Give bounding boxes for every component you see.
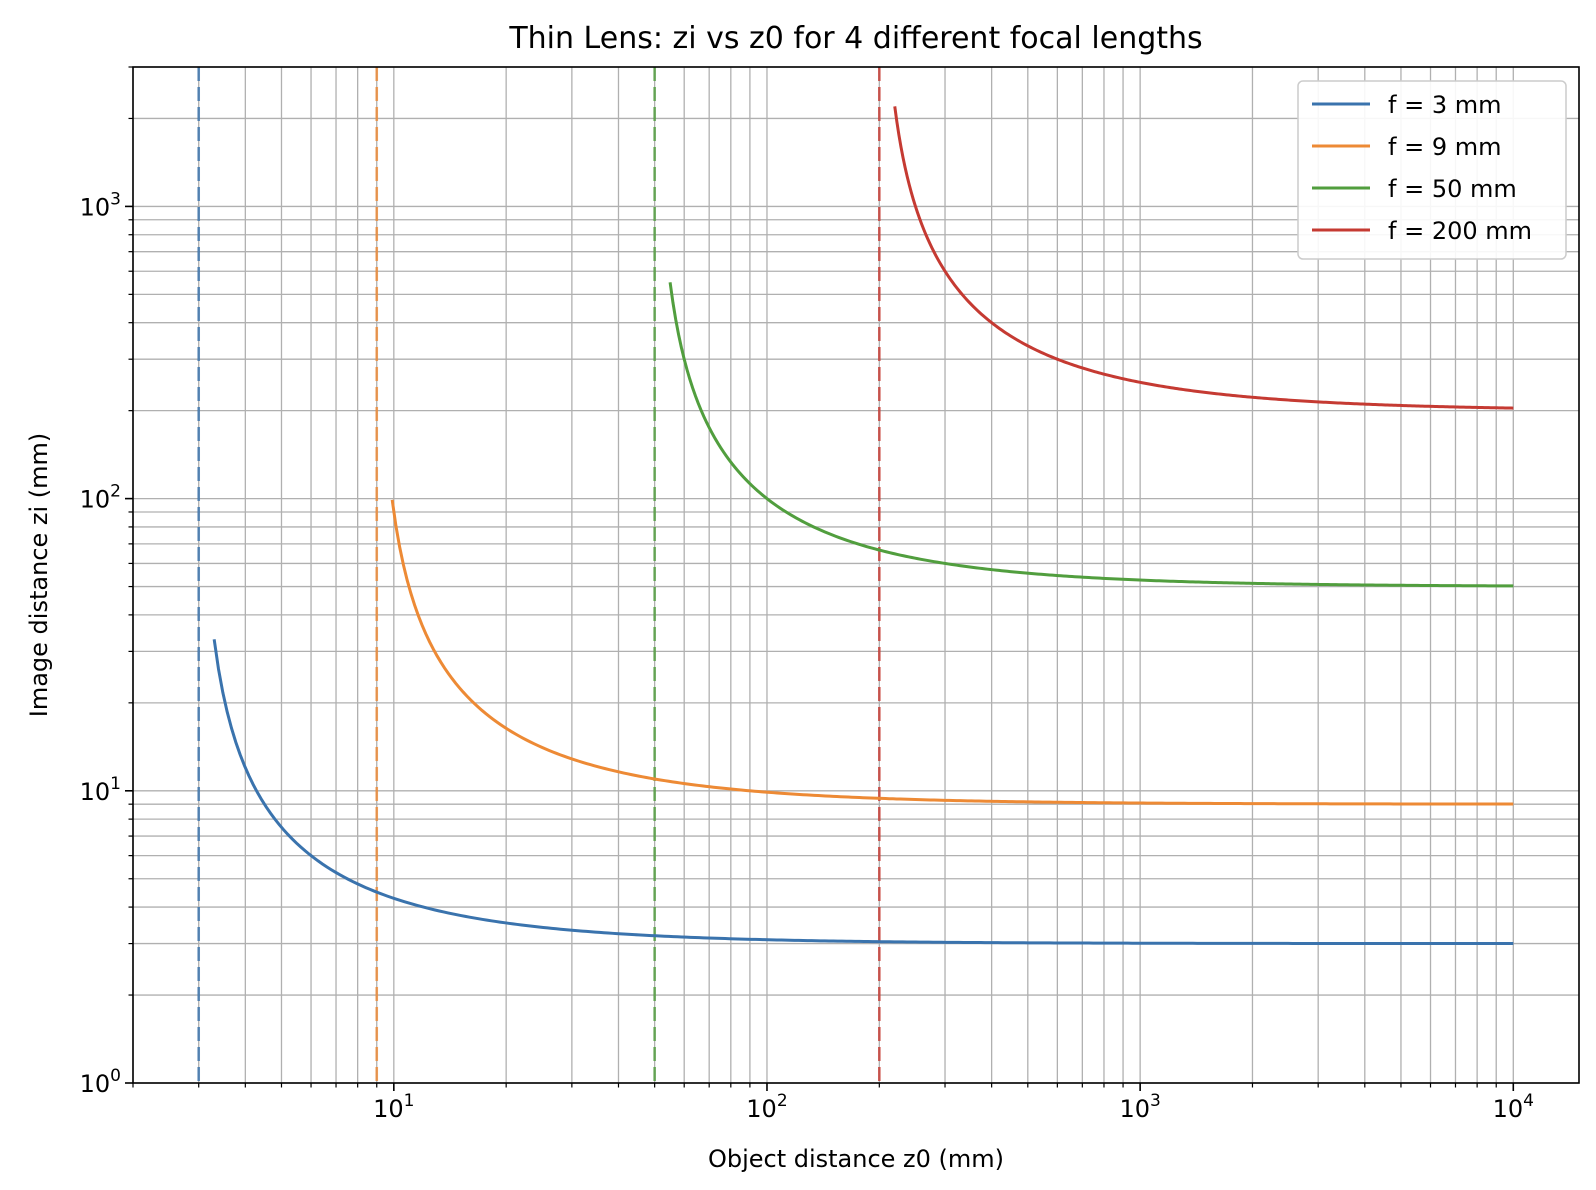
- series-line: [390, 499, 1514, 806]
- x-tick-base: 10: [1493, 1095, 1524, 1123]
- plot-frame: [132, 66, 1580, 1084]
- series-line: [668, 282, 1514, 588]
- y-tick-exponent: 2: [110, 482, 121, 502]
- y-tick-exponent: 0: [110, 1066, 121, 1086]
- y-tick-exponent: 3: [110, 189, 121, 209]
- y-tick-label: 100: [80, 1066, 121, 1098]
- x-tick-label: 104: [1493, 1091, 1534, 1123]
- y-tick-base: 10: [80, 486, 111, 514]
- x-tick-exponent: 4: [1523, 1091, 1534, 1111]
- grid-lines: [132, 66, 1579, 1084]
- series-line: [212, 639, 1514, 946]
- x-tick-exponent: 3: [1150, 1091, 1161, 1111]
- y-tick-base: 10: [80, 1070, 111, 1098]
- x-tick-label: 102: [746, 1091, 787, 1123]
- y-tick-label: 102: [80, 482, 121, 514]
- chart-title: Thin Lens: zi vs z0 for 4 different foca…: [508, 21, 1202, 56]
- x-tick-label: 103: [1119, 1091, 1160, 1123]
- legend-label: f = 50 mm: [1388, 175, 1517, 203]
- legend-label: f = 200 mm: [1388, 217, 1532, 245]
- legend: f = 3 mm f = 9 mm f = 50 mm f = 200 mm: [1297, 80, 1567, 260]
- y-tick-exponent: 1: [110, 774, 121, 794]
- x-tick-base: 10: [746, 1095, 777, 1123]
- y-tick-base: 10: [80, 778, 111, 806]
- y-tick-label: 103: [80, 189, 121, 221]
- legend-label: f = 9 mm: [1388, 133, 1501, 161]
- x-tick-exponent: 2: [777, 1091, 788, 1111]
- x-axis-label: Object distance z0 (mm): [708, 1145, 1004, 1173]
- x-tick-label: 101: [373, 1091, 414, 1123]
- x-tick-base: 10: [373, 1095, 404, 1123]
- data-series: [212, 106, 1514, 946]
- legend-label: f = 3 mm: [1388, 91, 1501, 119]
- legend-box: [1297, 80, 1567, 260]
- series-line: [893, 106, 1514, 410]
- x-axis-ticks: 101 102 103 104: [132, 1083, 1534, 1123]
- focal-length-markers: [197, 67, 881, 1083]
- y-tick-label: 101: [80, 774, 121, 806]
- x-tick-base: 10: [1119, 1095, 1150, 1123]
- y-axis-label: Image distance zi (mm): [25, 433, 53, 718]
- x-tick-exponent: 1: [404, 1091, 415, 1111]
- y-tick-base: 10: [80, 193, 111, 221]
